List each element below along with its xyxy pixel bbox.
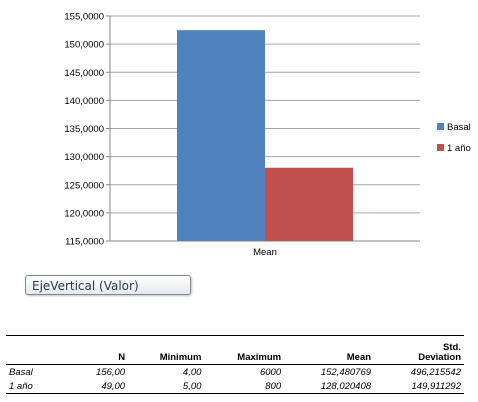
- row-label: 1 año: [6, 379, 72, 394]
- table-row: Basal 156,00 4,00 6000 152,480769 496,215542: [6, 365, 464, 380]
- table-body: Basal 156,00 4,00 6000 152,480769 496,215542 1…: [6, 365, 464, 394]
- table-header-row: N Minimum Maximum Mean Std. Deviation: [6, 335, 464, 365]
- table-row: 1 año 49,00 5,00 800 128,020408 149,911292: [6, 379, 464, 394]
- table-cell: 6000: [259, 366, 282, 378]
- bars: [177, 30, 353, 242]
- column-header: [6, 335, 72, 365]
- column-header: Mean: [284, 335, 375, 365]
- legend-label: Basal: [447, 122, 471, 133]
- y-tick-label: 125,0000: [64, 180, 104, 191]
- y-tick-label: 145,0000: [64, 68, 104, 79]
- legend-swatch: [437, 144, 444, 151]
- y-tick-label: 150,0000: [64, 40, 104, 51]
- bar-1-ano[interactable]: [265, 167, 353, 241]
- vertical-axis-button[interactable]: EjeVertical (Valor): [25, 275, 191, 295]
- table-cell: 5,00: [128, 379, 205, 394]
- y-tick-label: 155,0000: [64, 12, 104, 23]
- table-cell: 496,215542: [410, 366, 461, 378]
- y-tick-label: 115,0000: [65, 237, 104, 248]
- column-header: Std. Deviation: [374, 335, 464, 365]
- column-header: Maximum: [204, 335, 285, 365]
- table-cell: 4,00: [182, 366, 202, 378]
- column-header: N: [72, 335, 129, 365]
- legend-swatch: [437, 123, 444, 130]
- table-cell: 152,480769: [320, 366, 372, 378]
- x-axis-labels: Mean: [253, 247, 277, 258]
- table-cell: 49,00: [72, 379, 129, 394]
- y-tick-label: 120,0000: [64, 208, 104, 219]
- bar-chart: 115,0000 120,0000 125,0000 130,0000 135,0000…: [64, 12, 471, 259]
- legend-label: 1 año: [447, 143, 471, 154]
- column-header: Minimum: [128, 335, 205, 365]
- statistics-table: N Minimum Maximum Mean Std. Deviation Basal 15…: [6, 335, 464, 394]
- table-cell: 149,911292: [374, 379, 464, 394]
- legend: Basal 1 año: [437, 122, 471, 154]
- x-tick-label: Mean: [253, 247, 277, 258]
- table-cell: 128,020408: [284, 379, 375, 394]
- y-axis-ticks: 115,0000 120,0000 125,0000 130,0000 135,0000…: [64, 12, 110, 248]
- table-cell: 156,00: [96, 366, 126, 378]
- y-tick-label: 135,0000: [64, 124, 104, 135]
- bar-basal[interactable]: [177, 30, 265, 242]
- y-tick-label: 140,0000: [64, 96, 104, 107]
- table-cell: 800: [204, 379, 285, 394]
- row-label: Basal: [9, 366, 33, 378]
- y-tick-label: 130,0000: [64, 152, 104, 163]
